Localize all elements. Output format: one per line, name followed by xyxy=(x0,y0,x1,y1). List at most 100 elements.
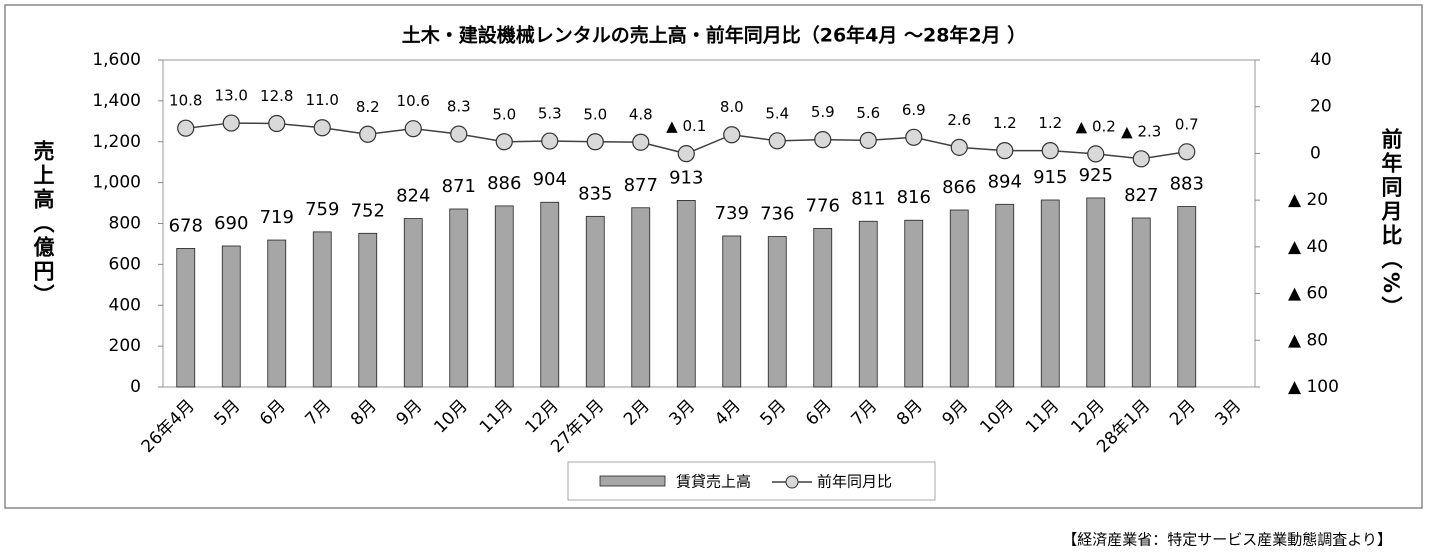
chart-title: 土木・建設機械レンタルの売上高・前年同月比（26年4月 ～28年2月 ） xyxy=(402,24,1027,47)
line-value-label: 10.8 xyxy=(169,92,202,110)
bar-value-label: 866 xyxy=(942,177,976,198)
line-marker xyxy=(859,131,877,149)
line-value-label: 8.2 xyxy=(356,98,380,116)
bar-value-label: 678 xyxy=(169,215,203,236)
legend-label: 賃貸売上高 xyxy=(676,473,751,491)
line-value-label: 5.4 xyxy=(765,104,789,122)
line-marker xyxy=(177,119,195,137)
bar xyxy=(494,205,514,388)
line-value-label: 6.9 xyxy=(902,101,926,119)
line-marker xyxy=(268,114,286,133)
line-value-label: 8.0 xyxy=(720,98,744,116)
line-marker xyxy=(222,114,240,132)
legend-swatch xyxy=(599,475,666,487)
y2-tick-label: ▲ 100 xyxy=(1288,377,1339,397)
legend-label: 前年同月比 xyxy=(817,473,892,491)
bar xyxy=(722,235,742,388)
line-marker xyxy=(632,133,650,151)
y-axis-label: 売上高（億円） xyxy=(31,140,55,308)
bar xyxy=(1131,217,1151,388)
line-marker xyxy=(450,125,468,143)
bar xyxy=(403,218,423,388)
line-value-label: 11.0 xyxy=(306,91,339,109)
line-value-label: 2.6 xyxy=(947,111,971,129)
source-note: 【経済産業省：特定サービス産業動態調査より】 xyxy=(1062,531,1392,549)
bar xyxy=(358,232,378,388)
bar-value-label: 739 xyxy=(715,203,749,224)
y-tick-label: 1,200 xyxy=(92,132,141,152)
bar-value-label: 925 xyxy=(1079,165,1113,186)
y2-tick-label: ▲ 40 xyxy=(1288,237,1328,257)
bar-value-label: 827 xyxy=(1124,185,1158,206)
bar xyxy=(813,228,833,388)
bar xyxy=(631,207,651,388)
y-tick-label: 600 xyxy=(109,254,141,274)
y-tick-label: 1,400 xyxy=(92,91,141,111)
y2-axis-label: 前年同月比（%） xyxy=(1379,127,1404,320)
line-marker xyxy=(950,138,968,156)
legend-swatch xyxy=(785,475,799,489)
bar xyxy=(449,208,469,388)
bar xyxy=(858,220,878,388)
y-tick-label: 400 xyxy=(109,295,141,315)
bar-value-label: 886 xyxy=(487,173,521,194)
line-marker xyxy=(677,145,695,163)
y2-tick-label: ▲ 20 xyxy=(1288,190,1328,210)
line-marker xyxy=(723,126,741,144)
y-tick-label: 800 xyxy=(109,214,141,234)
line-value-label: 5.0 xyxy=(492,105,516,123)
bar-value-label: 877 xyxy=(624,175,658,196)
line-marker xyxy=(814,131,832,149)
bar xyxy=(1040,199,1060,388)
y2-tick-label: 20 xyxy=(1310,97,1332,117)
bar xyxy=(995,203,1015,388)
bar-value-label: 904 xyxy=(533,169,567,190)
line-marker xyxy=(541,132,559,150)
bar xyxy=(904,219,924,388)
line-value-label: 4.8 xyxy=(629,106,653,124)
y2-tick-label: 0 xyxy=(1310,143,1321,163)
line-marker xyxy=(1132,150,1150,168)
bar xyxy=(1177,206,1197,388)
bar-value-label: 915 xyxy=(1033,167,1067,188)
line-value-label: ▲ 0.1 xyxy=(666,117,706,135)
line-value-label: 12.8 xyxy=(260,87,293,105)
line-marker xyxy=(1178,143,1196,161)
y2-tick-label: 40 xyxy=(1310,50,1332,70)
bar-value-label: 824 xyxy=(396,186,430,207)
bar-value-label: 736 xyxy=(760,204,794,225)
line-marker xyxy=(313,119,331,137)
y2-tick-label: ▲ 60 xyxy=(1288,284,1328,304)
bar xyxy=(676,200,696,388)
line-value-label: 1.2 xyxy=(993,114,1017,132)
bar xyxy=(767,236,787,388)
line-value-label: 1.2 xyxy=(1038,114,1062,132)
line-marker xyxy=(905,128,923,146)
bar xyxy=(540,201,560,388)
bar-value-label: 719 xyxy=(260,207,294,228)
bar-value-label: 752 xyxy=(351,200,385,221)
bar-value-label: 883 xyxy=(1170,174,1204,195)
y-tick-label: 1,000 xyxy=(92,173,141,193)
line-value-label: 5.0 xyxy=(583,105,607,123)
line-marker xyxy=(495,133,513,151)
line-value-label: 5.6 xyxy=(856,104,880,122)
line-marker xyxy=(1041,142,1059,160)
bar-value-label: 759 xyxy=(305,199,339,220)
line-value-label: 10.6 xyxy=(397,92,430,110)
line-marker xyxy=(768,132,786,150)
bar-value-label: 811 xyxy=(851,188,885,209)
y-tick-label: 0 xyxy=(130,377,141,397)
line-marker xyxy=(404,120,422,138)
line-marker xyxy=(359,125,377,143)
bar-value-label: 913 xyxy=(669,167,703,188)
line-value-label: 8.3 xyxy=(447,98,471,116)
bar-value-label: 894 xyxy=(988,171,1022,192)
line-value-label: 5.9 xyxy=(811,103,835,121)
chart-frame xyxy=(4,4,1423,509)
bar xyxy=(221,245,241,388)
y-tick-label: 200 xyxy=(109,336,141,356)
line-value-label: 5.3 xyxy=(538,105,562,123)
